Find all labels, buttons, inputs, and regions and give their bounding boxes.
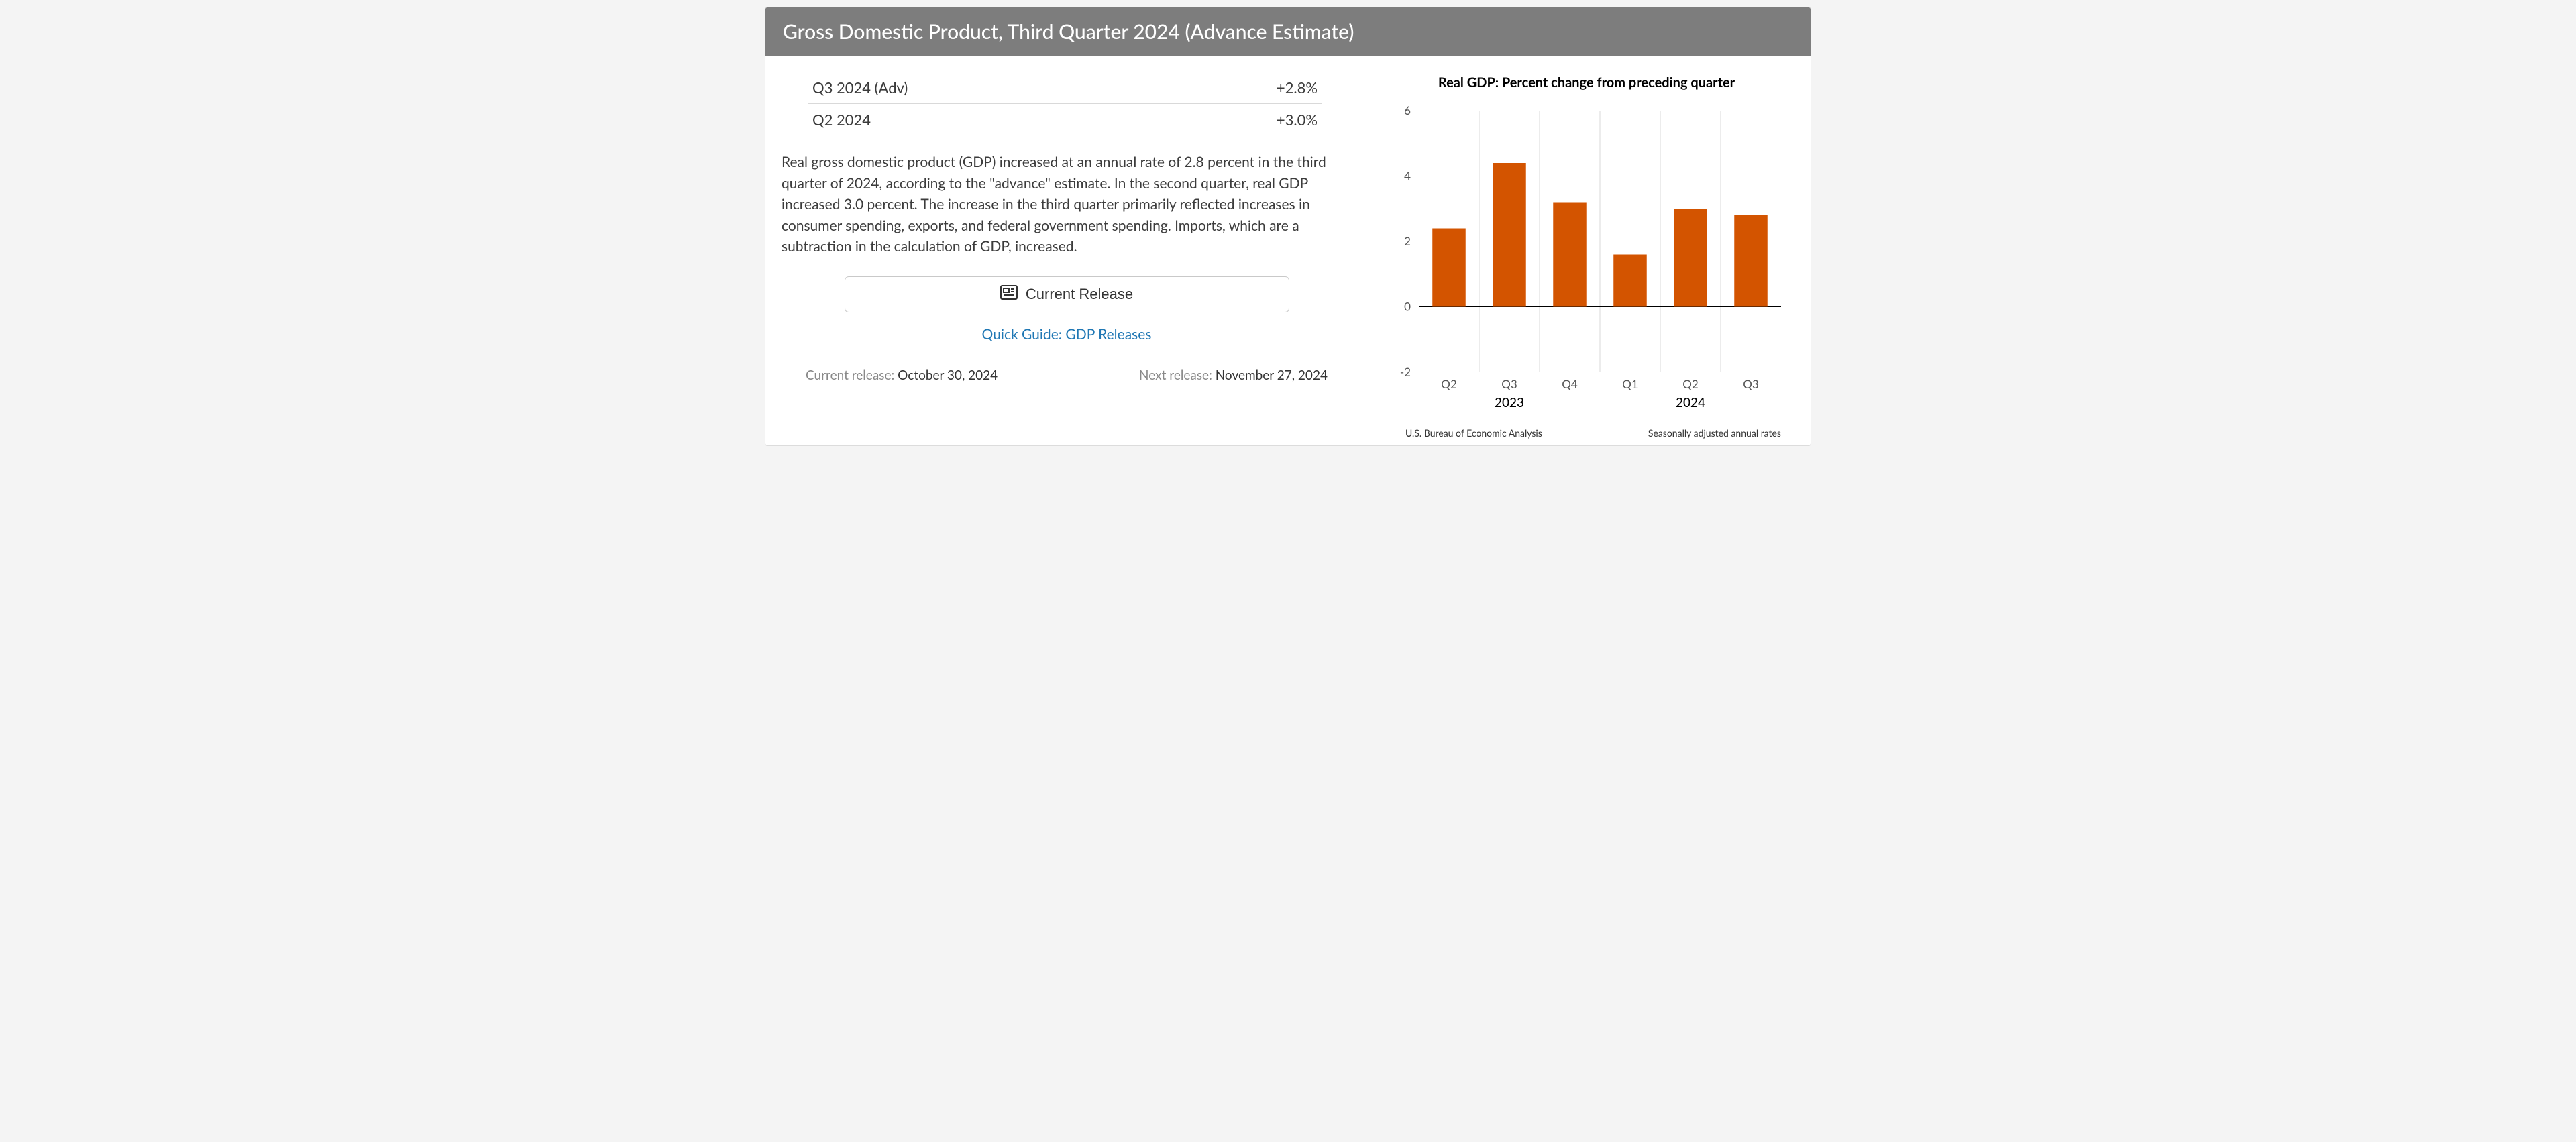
newspaper-icon <box>1000 285 1018 304</box>
chart-title: Real GDP: Percent change from preceding … <box>1385 74 1788 91</box>
svg-text:2024: 2024 <box>1676 395 1705 410</box>
svg-text:4: 4 <box>1404 169 1411 183</box>
card-header: Gross Domestic Product, Third Quarter 20… <box>765 7 1811 56</box>
current-release-label: Current Release <box>1026 286 1133 303</box>
quick-guide-label: Quick Guide: GDP Releases <box>982 326 1152 343</box>
next-release-date: Next release: November 27, 2024 <box>1139 367 1328 383</box>
svg-text:0: 0 <box>1404 300 1411 314</box>
svg-text:Q3: Q3 <box>1501 377 1517 391</box>
current-release-date: Current release: October 30, 2024 <box>806 367 998 383</box>
gdp-card: Gross Domestic Product, Third Quarter 20… <box>765 7 1811 446</box>
card-body: Q3 2024 (Adv) +2.8% Q2 2024 +3.0% Real g… <box>765 56 1811 445</box>
summary-text: Real gross domestic product (GDP) increa… <box>782 152 1352 258</box>
chart-footer: U.S. Bureau of Economic Analysis Seasona… <box>1385 422 1788 439</box>
stat-label: Q3 2024 (Adv) <box>808 72 1157 104</box>
right-column: Real GDP: Percent change from preceding … <box>1379 72 1794 439</box>
next-release-label: Next release: <box>1139 367 1212 383</box>
left-column: Q3 2024 (Adv) +2.8% Q2 2024 +3.0% Real g… <box>782 72 1352 439</box>
stat-table: Q3 2024 (Adv) +2.8% Q2 2024 +3.0% <box>808 72 1322 135</box>
svg-text:6: 6 <box>1404 103 1411 117</box>
chart-source: U.S. Bureau of Economic Analysis <box>1405 427 1542 439</box>
stat-value: +2.8% <box>1157 72 1322 104</box>
current-release-label: Current release: <box>806 367 894 383</box>
svg-text:2023: 2023 <box>1495 395 1524 410</box>
next-release-value: November 27, 2024 <box>1216 367 1328 383</box>
chart-container: Real GDP: Percent change from preceding … <box>1379 72 1794 439</box>
svg-text:2: 2 <box>1404 234 1411 248</box>
svg-text:Q3: Q3 <box>1743 377 1758 391</box>
card-title: Gross Domestic Product, Third Quarter 20… <box>783 19 1354 44</box>
release-dates: Current release: October 30, 2024 Next r… <box>782 367 1352 396</box>
svg-text:Q2: Q2 <box>1441 377 1456 391</box>
current-release-value: October 30, 2024 <box>898 367 998 383</box>
table-row: Q2 2024 +3.0% <box>808 104 1322 136</box>
current-release-button[interactable]: Current Release <box>845 276 1289 312</box>
svg-text:Q1: Q1 <box>1622 377 1638 391</box>
svg-text:Q4: Q4 <box>1562 377 1578 391</box>
chart-note: Seasonally adjusted annual rates <box>1648 427 1781 439</box>
svg-text:-2: -2 <box>1400 365 1411 379</box>
stat-label: Q2 2024 <box>808 104 1157 136</box>
quick-guide-link[interactable]: Quick Guide: GDP Releases <box>782 326 1352 343</box>
svg-text:Q2: Q2 <box>1682 377 1698 391</box>
stat-value: +3.0% <box>1157 104 1322 136</box>
gdp-bar-chart: -2 0 2 4 6 Q2 Q3 Q4 Q1 Q2 Q3 2023 2024 <box>1385 97 1788 419</box>
button-row: Current Release <box>782 276 1352 312</box>
table-row: Q3 2024 (Adv) +2.8% <box>808 72 1322 104</box>
